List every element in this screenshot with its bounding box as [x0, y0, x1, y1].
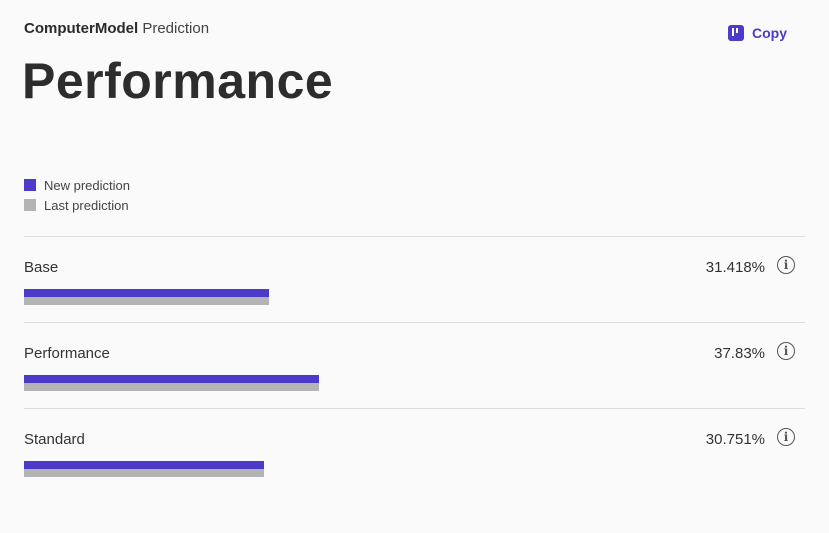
info-icon[interactable]: i [777, 342, 795, 360]
bar-new-prediction [24, 289, 270, 297]
legend: New prediction Last prediction [24, 175, 130, 215]
legend-item-new: New prediction [24, 175, 130, 195]
data-label: 37.83% [714, 345, 765, 362]
category-label: Performance [24, 345, 110, 362]
legend-item-last: Last prediction [24, 195, 130, 215]
info-icon[interactable]: i [777, 428, 795, 446]
header-subtitle: Prediction [142, 20, 210, 37]
bar-last-prediction [24, 297, 270, 305]
info-icon[interactable]: i [777, 256, 795, 274]
page-title: Performance [22, 53, 334, 109]
bar-group [24, 375, 805, 391]
legend-label-new: New prediction [44, 177, 130, 193]
brand-name: ComputerModel [24, 20, 139, 37]
bar-row-standard: Standard 30.751% i [24, 408, 805, 494]
legend-label-last: Last prediction [44, 197, 129, 213]
bar-last-prediction [24, 469, 265, 477]
bar-group [24, 289, 805, 305]
bar-row-base: Base 31.418% i [24, 236, 805, 322]
copy-button[interactable]: Copy [728, 25, 787, 41]
header: ComputerModel Prediction [24, 20, 209, 37]
copy-label: Copy [752, 25, 787, 41]
legend-swatch-last [24, 199, 36, 211]
data-label: 31.418% [705, 259, 765, 276]
bar-new-prediction [24, 375, 320, 383]
category-label: Standard [24, 431, 85, 448]
category-label: Base [24, 259, 59, 276]
data-label: 30.751% [705, 431, 765, 448]
copy-icon [728, 25, 744, 41]
bar-last-prediction [24, 383, 320, 391]
bar-group [24, 461, 805, 477]
bar-row-performance: Performance 37.83% i [24, 322, 805, 408]
bar-chart: Base 31.418% i Performance 37.83% i Standard 30… [24, 236, 805, 494]
bar-new-prediction [24, 461, 265, 469]
legend-swatch-new [24, 179, 36, 191]
